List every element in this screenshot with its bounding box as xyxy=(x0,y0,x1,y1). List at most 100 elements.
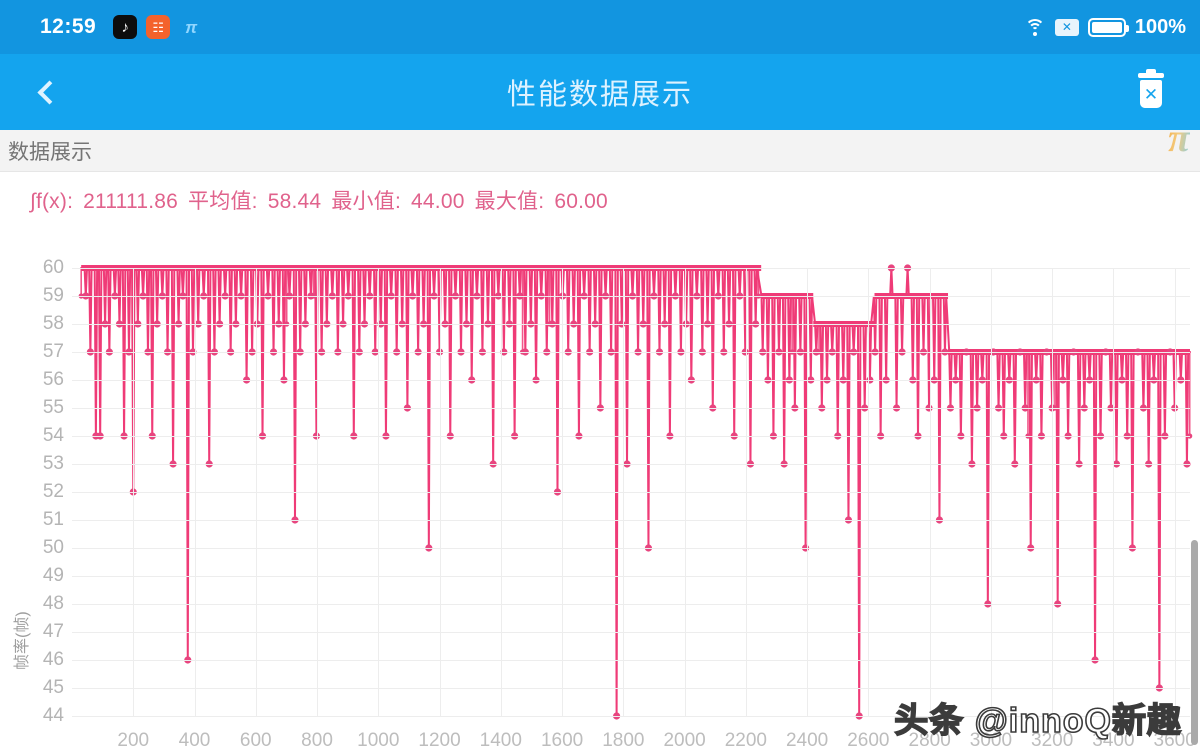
channel-watermark: 头条 @innoQ新趣 xyxy=(893,701,1182,741)
fps-data-point xyxy=(1112,460,1121,468)
chevron-left-icon xyxy=(37,79,62,105)
chart-y-tick: 60 xyxy=(42,257,64,278)
chart-y-tick: 46 xyxy=(42,649,64,670)
fps-data-point xyxy=(1139,404,1148,412)
chart-gridline-v xyxy=(1174,268,1176,716)
fps-data-point xyxy=(818,404,826,412)
average-label: 平均值: xyxy=(188,190,258,213)
fps-data-point xyxy=(511,432,519,440)
fps-data-point xyxy=(120,432,128,440)
fps-data-point xyxy=(746,460,755,468)
chart-gridline-h xyxy=(72,464,1190,465)
chart-gridline-v xyxy=(990,268,992,716)
trash-body-icon: ✕ xyxy=(1140,80,1162,108)
fps-data-point xyxy=(877,432,885,440)
fps-data-point xyxy=(446,432,454,440)
chart-y-tick: 51 xyxy=(42,509,64,530)
fps-data-point xyxy=(861,404,869,412)
fps-data-point xyxy=(169,460,177,468)
fps-data-point xyxy=(148,432,156,440)
fps-data-point xyxy=(791,404,799,412)
fps-data-point xyxy=(489,460,497,468)
kuaishou-app-icon: ☷ xyxy=(146,15,171,39)
fps-data-point xyxy=(925,404,933,412)
fps-data-point xyxy=(834,432,842,440)
chart-x-tick: 1800 xyxy=(602,730,645,750)
status-app-icons: ♪ ☷ π xyxy=(113,15,203,39)
fps-data-point xyxy=(575,432,583,440)
fps-data-point xyxy=(623,460,631,468)
fps-data-point xyxy=(1080,404,1088,412)
pi-brand-logo: π xyxy=(1168,115,1190,160)
chart-x-tick: 200 xyxy=(117,730,150,750)
maximum-label: 最大值: xyxy=(474,190,545,213)
chart-gridline-v xyxy=(500,268,502,716)
chart-gridline-v xyxy=(378,268,380,716)
page-title: 性能数据展示 xyxy=(506,79,693,111)
chart-gridline-h xyxy=(72,324,1190,325)
chart-gridline-h xyxy=(72,548,1190,549)
chart-x-tick: 2800 xyxy=(908,730,951,750)
tab-data-display[interactable]: 数据展示 xyxy=(8,140,92,164)
fps-data-point xyxy=(968,460,976,468)
chart-gridline-v xyxy=(255,268,257,716)
fps-data-point xyxy=(769,432,778,440)
chart-gridline-h xyxy=(72,716,1190,717)
fps-data-point xyxy=(312,432,321,440)
fps-data-point xyxy=(403,404,411,412)
average-value: 58.44 xyxy=(267,190,322,213)
trash-lid-icon xyxy=(1138,69,1164,78)
chart-y-tick: 53 xyxy=(42,453,64,474)
minimum-value: 44.00 xyxy=(411,190,465,213)
chart-gridline-v xyxy=(562,268,564,716)
minimum-label: 最小值: xyxy=(331,190,401,213)
chart-gridline-h xyxy=(72,604,1190,605)
chart-x-tick: 3400 xyxy=(1092,730,1135,750)
chart-x-tick: 2200 xyxy=(724,730,767,750)
chart-y-tick: 50 xyxy=(42,537,64,558)
chart-gridline-v xyxy=(1052,268,1054,716)
fps-data-point xyxy=(1064,432,1072,440)
chart-y-tick: 56 xyxy=(42,369,64,390)
fps-data-point xyxy=(1107,404,1115,412)
chart-gridline-v xyxy=(807,268,809,716)
integral-value: 211111.86 xyxy=(83,190,178,213)
chart-y-tick: 54 xyxy=(42,425,64,446)
delete-button[interactable]: ✕ xyxy=(1126,67,1176,117)
chart-y-tick: 52 xyxy=(42,481,64,502)
back-button[interactable] xyxy=(24,69,70,115)
pi-app-icon: π xyxy=(185,17,198,37)
chart-gridline-h xyxy=(72,408,1190,409)
chart-gridline-v xyxy=(623,268,625,716)
chart-gridline-h xyxy=(72,436,1190,437)
chart-plot-area[interactable]: 44 45 46 47 48 49 50 51 52 53 54 55 56 57 58 59 60 200 400… xyxy=(43,257,1196,750)
chart-y-tick: 45 xyxy=(42,677,64,698)
fps-data-point xyxy=(973,404,981,412)
fps-data-point xyxy=(1037,432,1046,440)
chart-y-tick: 44 xyxy=(42,705,64,726)
chart-y-tick: 55 xyxy=(42,397,64,418)
chart-x-tick: 600 xyxy=(239,730,272,750)
chart-x-tick: 3600 xyxy=(1153,730,1196,750)
chart-y-tick: 47 xyxy=(42,621,64,642)
chart-x-tick: 1200 xyxy=(418,730,461,750)
tiktok-app-icon: ♪ xyxy=(113,15,138,39)
sub-header-bar: 数据展示 xyxy=(0,130,1200,172)
chart-gridline-v xyxy=(133,268,135,716)
chart-gridline-h xyxy=(72,296,1190,297)
fps-data-point xyxy=(892,404,901,412)
maximum-value: 60.00 xyxy=(554,190,608,213)
fps-data-point xyxy=(1025,433,1031,439)
chart-gridline-v xyxy=(745,268,747,716)
chart-y-tick: 48 xyxy=(42,593,64,614)
chart-gridline-h xyxy=(72,352,1190,353)
vertical-scrollbar[interactable] xyxy=(1191,540,1198,745)
chart-x-tick: 1000 xyxy=(357,730,400,750)
battery-icon xyxy=(1087,17,1129,37)
fps-data-point xyxy=(709,404,717,412)
chart-x-tick: 3200 xyxy=(1031,730,1074,750)
fps-data-point xyxy=(1052,405,1058,411)
chart-gridline-h xyxy=(72,520,1190,521)
chart-x-tick: 3000 xyxy=(969,730,1013,750)
